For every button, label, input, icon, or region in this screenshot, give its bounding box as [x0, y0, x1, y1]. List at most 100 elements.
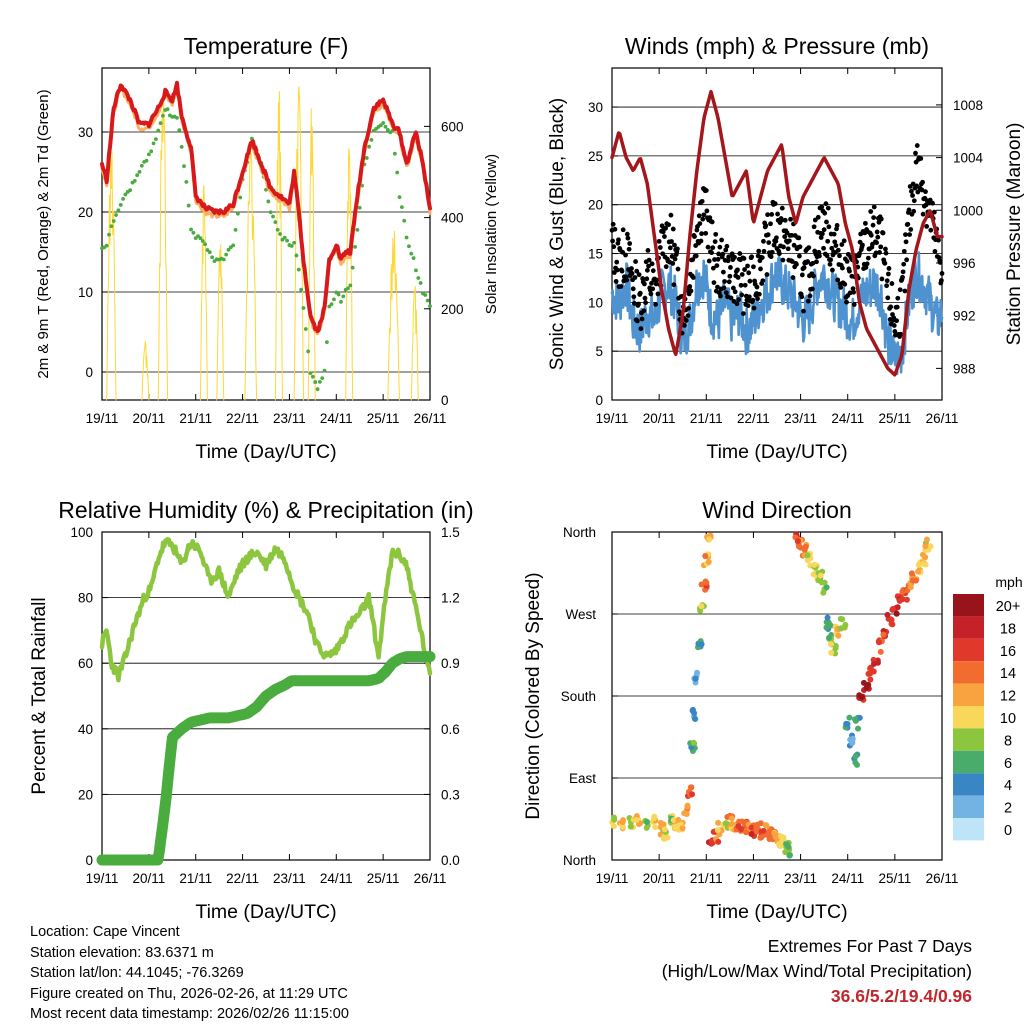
extremes-values: 36.6/5.2/19.4/0.96 [830, 986, 972, 1006]
dewpoint-point [317, 379, 322, 384]
dewpoint-point [238, 195, 243, 200]
gust-point [736, 297, 742, 302]
gust-point [895, 295, 901, 301]
gust-point [844, 299, 849, 305]
gust-point [618, 284, 624, 289]
dewpoint-point [273, 220, 278, 224]
wind-direction-point [729, 820, 736, 827]
gust-point [666, 222, 671, 228]
gust-point [656, 238, 662, 244]
x-tick-label: 25/11 [367, 871, 400, 886]
plot-title: Temperature (F) [184, 33, 349, 59]
gust-point [699, 198, 705, 204]
dewpoint-point [339, 300, 343, 304]
gust-point [668, 212, 674, 218]
x-tick-label: 26/11 [926, 871, 959, 886]
gust-point [706, 258, 712, 264]
y-axis-label: 2m & 9m T (Red, Orange) & 2m Td (Green) [35, 89, 52, 378]
dewpoint-point [322, 368, 327, 373]
dewpoint-point [137, 169, 142, 174]
y2-tick-label: 400 [441, 211, 464, 226]
wind-direction-point [619, 819, 626, 826]
solar-insolation-trace [157, 102, 169, 401]
dewpoint-point [306, 349, 311, 354]
gust-point [629, 266, 634, 271]
gust-point [809, 286, 815, 292]
gust-point [765, 232, 771, 238]
wind-direction-point [694, 669, 701, 676]
gust-point [739, 292, 745, 298]
wind-direction-point [903, 596, 910, 603]
x-tick-label: 20/11 [132, 871, 165, 886]
solar-insolation-trace [141, 340, 150, 401]
gust-point [650, 268, 656, 274]
gust-point [775, 211, 780, 217]
y-tick-label: 20 [78, 205, 93, 220]
wind-direction-point [675, 816, 682, 823]
gust-point [841, 238, 847, 244]
gust-point [882, 260, 888, 266]
gust-point [700, 216, 706, 222]
y-tick-label: 5 [595, 344, 603, 359]
wind-direction-point [893, 610, 900, 617]
gust-point [734, 301, 740, 307]
wind-direction-point [766, 836, 773, 843]
legend-swatch [953, 750, 984, 774]
gust-point [726, 279, 732, 285]
gust-point [638, 326, 644, 332]
wind-direction-point [826, 634, 833, 641]
gust-point [847, 268, 852, 274]
gust-point [631, 300, 637, 306]
gust-point [610, 238, 615, 244]
legend-swatch [953, 661, 984, 684]
precipitation-line [96, 651, 436, 866]
y-tick-label: 10 [78, 285, 93, 300]
gust-point [901, 261, 907, 267]
gust-point [745, 263, 750, 269]
y-tick-label: West [565, 607, 596, 622]
gust-point [851, 302, 857, 307]
wind-direction-point [684, 803, 691, 810]
gust-point [850, 286, 856, 292]
gust-point [928, 227, 934, 233]
wind-direction-point [692, 675, 699, 682]
dewpoint-point [186, 203, 191, 208]
solar-insolation-trace [274, 91, 283, 401]
dewpoint-point [404, 235, 409, 240]
y-tick-label: 20 [588, 198, 603, 213]
wind-direction-point [847, 736, 854, 743]
gust-point [780, 257, 786, 263]
y2-tick-label: 0.0 [441, 853, 460, 868]
y2-tick-label: 988 [953, 361, 976, 376]
y2-tick-label: 992 [953, 309, 976, 324]
wind-direction-point [858, 693, 865, 700]
dewpoint-point [329, 302, 334, 307]
dewpoint-point [179, 145, 184, 149]
y2-tick-label: 0.9 [441, 656, 460, 671]
legend-swatch [953, 638, 984, 662]
legend-unit: mph [995, 574, 1022, 590]
gust-point [749, 254, 755, 260]
dewpoint-point [308, 371, 313, 375]
gust-point [747, 278, 753, 284]
dewpoint-point [135, 173, 140, 178]
gust-point [788, 216, 793, 222]
gust-point [818, 235, 824, 240]
y-tick-label: 0 [595, 393, 603, 408]
x-tick-label: 24/11 [320, 871, 353, 886]
gust-point [782, 234, 788, 240]
gust-point [831, 231, 837, 237]
wind-direction-point [832, 645, 839, 652]
gust-point [710, 265, 716, 271]
wind-direction-point [794, 538, 801, 545]
dewpoint-point [235, 211, 240, 216]
wind-direction-point [923, 536, 930, 543]
relative-humidity-line [99, 537, 433, 683]
y2-tick-label: 1.2 [441, 591, 460, 606]
gust-point [711, 280, 717, 286]
gust-point [905, 221, 911, 227]
gust-point [671, 282, 677, 288]
gust-point [688, 288, 694, 294]
gust-point [931, 209, 937, 215]
y-tick-label: 0 [85, 853, 93, 868]
